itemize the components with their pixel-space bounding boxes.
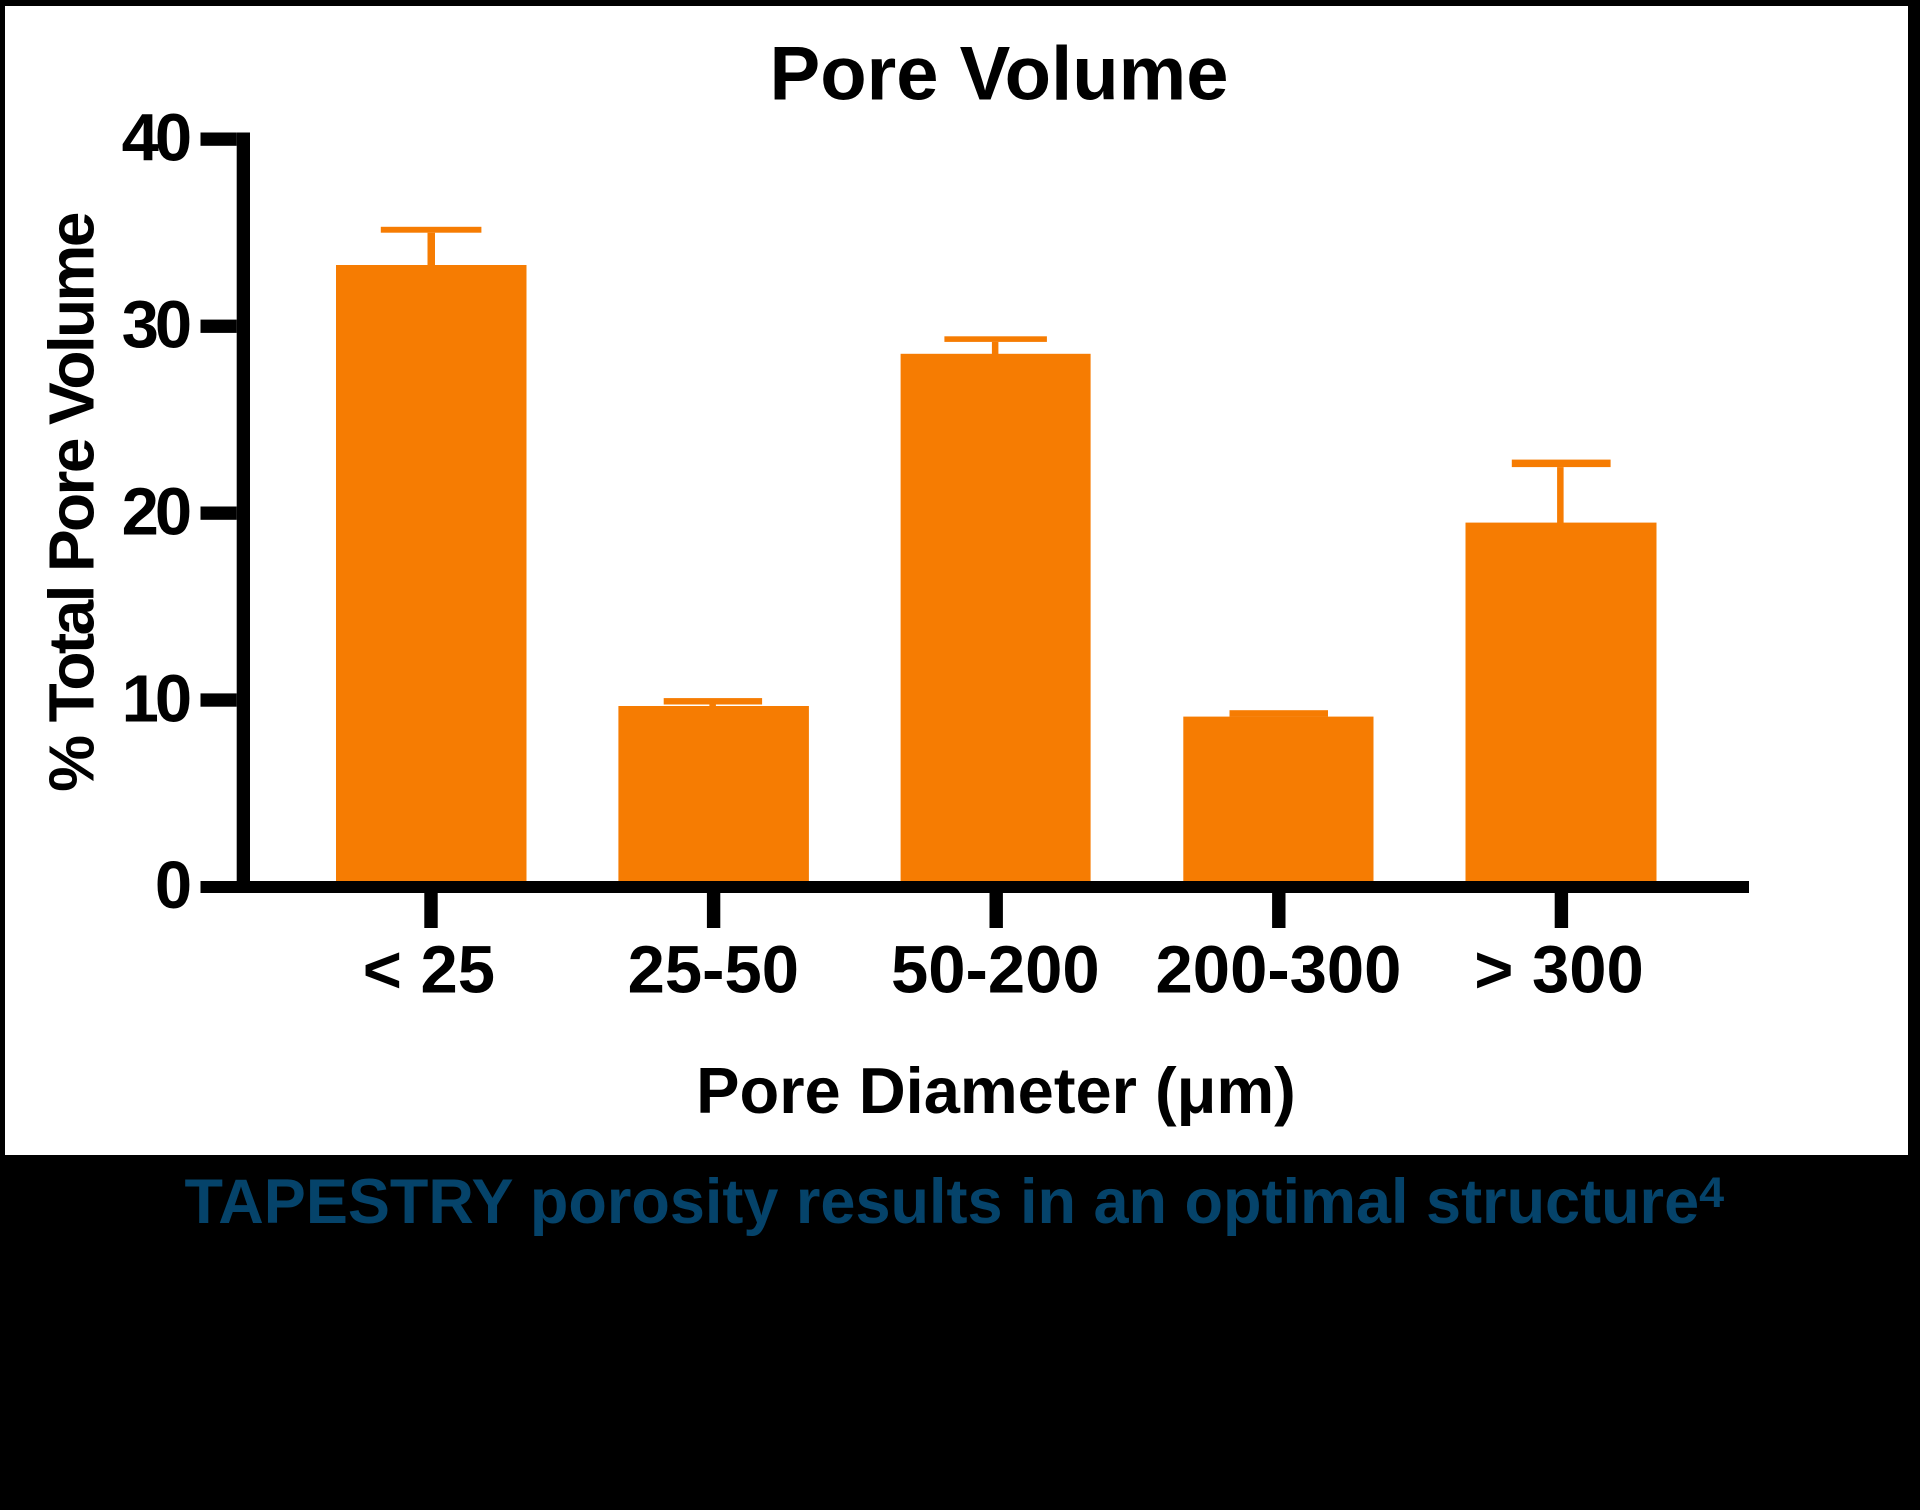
svg-text:10: 10 bbox=[122, 661, 190, 736]
svg-text:20: 20 bbox=[122, 474, 190, 549]
svg-text:Pore Volume: Pore Volume bbox=[770, 32, 1229, 117]
svg-text:< 25: < 25 bbox=[363, 933, 495, 1008]
svg-text:% Total Pore Volume: % Total Pore Volume bbox=[35, 213, 107, 792]
svg-text:25-50: 25-50 bbox=[628, 933, 799, 1008]
svg-text:40: 40 bbox=[122, 101, 190, 176]
svg-text:50-200: 50-200 bbox=[891, 933, 1100, 1008]
svg-text:30: 30 bbox=[122, 288, 190, 363]
svg-text:Pore Diameter (μm): Pore Diameter (μm) bbox=[696, 1054, 1296, 1127]
svg-text:200-300: 200-300 bbox=[1156, 933, 1402, 1008]
svg-text:> 300: > 300 bbox=[1474, 933, 1644, 1008]
svg-text:0: 0 bbox=[155, 848, 190, 923]
svg-text:TAPESTRY porosity results in a: TAPESTRY porosity results in an optimal … bbox=[185, 1167, 1725, 1237]
